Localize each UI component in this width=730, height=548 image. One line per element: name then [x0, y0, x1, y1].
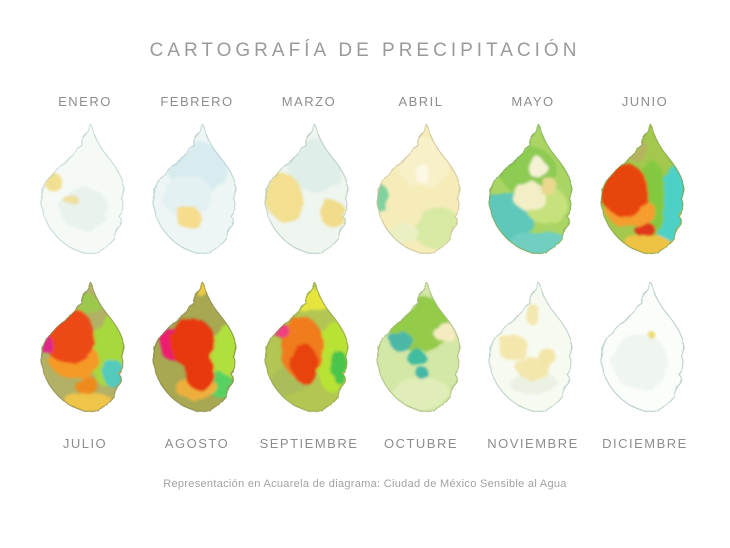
precip-patch	[265, 172, 303, 221]
precip-patch	[59, 188, 109, 230]
source-caption: Representación en Acuarela de diagrama: …	[163, 478, 567, 490]
map-febrero	[152, 123, 237, 255]
page-title: CARTOGRAFÍA DE PRECIPITACIÓN	[149, 40, 581, 61]
precip-patch	[392, 376, 450, 409]
precip-patch	[611, 333, 669, 391]
precip-patch	[320, 200, 345, 227]
precip-patch	[601, 164, 649, 216]
month-label-junio: JUNIO	[621, 93, 669, 109]
precip-patch	[63, 394, 117, 412]
precip-patch	[385, 223, 420, 246]
precip-patch	[623, 236, 673, 254]
month-label-abril: ABRIL	[398, 93, 444, 109]
precip-patch	[377, 183, 388, 216]
precip-patch	[509, 369, 557, 397]
map-octubre	[376, 281, 461, 413]
precip-patch	[102, 359, 124, 388]
month-labels-top: ENERO FEBRERO MARZO ABRIL MAYO JUNIO	[0, 92, 730, 110]
precip-patch	[416, 163, 430, 185]
precip-patch	[43, 307, 95, 365]
precip-patch	[622, 138, 649, 162]
precip-patch	[513, 182, 548, 211]
precip-patch	[209, 324, 236, 385]
precip-patch	[413, 207, 460, 250]
precip-patch	[291, 344, 318, 384]
map-diciembre	[600, 281, 685, 413]
map-marzo	[264, 123, 349, 255]
precip-patch	[76, 375, 98, 397]
month-label-agosto: AGOSTO	[164, 435, 230, 451]
precip-patch	[184, 352, 215, 391]
month-label-octubre: OCTUBRE	[383, 435, 459, 451]
month-label-noviembre: NOVIEMBRE	[487, 435, 579, 451]
month-label-enero: ENERO	[58, 93, 112, 109]
map-junio	[600, 123, 685, 255]
precip-patch	[406, 349, 426, 366]
precip-patch	[498, 334, 529, 362]
precip-patch	[389, 331, 413, 351]
month-label-julio: JULIO	[62, 435, 108, 451]
precip-patch	[162, 175, 214, 218]
month-label-marzo: MARZO	[281, 93, 337, 109]
map-julio	[40, 281, 125, 413]
precip-patch	[415, 366, 429, 379]
map-mayo	[488, 123, 573, 255]
precip-patch	[63, 194, 79, 205]
precip-patch	[649, 332, 656, 340]
month-label-mayo: MAYO	[511, 93, 555, 109]
maps-row-1	[0, 114, 730, 266]
precip-patch	[540, 177, 558, 197]
month-labels-bottom: JULIO AGOSTO SEPTIEMBRE OCTUBRE NOVIEMBR…	[0, 434, 730, 452]
month-label-diciembre: DICIEMBRE	[602, 435, 688, 451]
map-septiembre	[264, 281, 349, 413]
maps-row-2	[0, 272, 730, 424]
month-label-febrero: FEBRERO	[160, 93, 234, 109]
precip-patch	[525, 304, 541, 326]
map-agosto	[152, 281, 237, 413]
map-enero	[40, 123, 125, 255]
map-noviembre	[488, 281, 573, 413]
precip-patch	[176, 206, 201, 229]
precip-patch	[272, 323, 290, 339]
precip-patch	[537, 348, 557, 366]
precip-patch	[529, 157, 547, 179]
map-abril	[376, 123, 461, 255]
month-label-septiembre: SEPTIEMBRE	[259, 435, 359, 451]
precip-patch	[636, 222, 656, 240]
precip-patch	[433, 322, 456, 342]
